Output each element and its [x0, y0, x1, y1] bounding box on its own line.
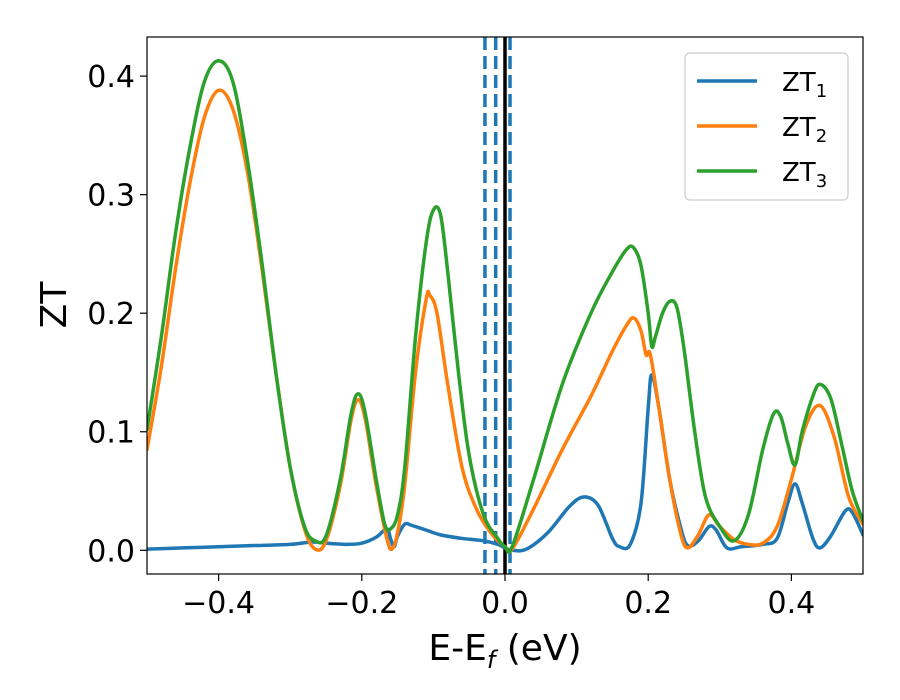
- legend: ZT1 ZT2 ZT3: [684, 52, 849, 201]
- reference-lines: [483, 37, 512, 574]
- x-tick-label: −0.4: [182, 586, 255, 621]
- x-tick-label: 0.0: [481, 586, 529, 621]
- legend-label-zt2: ZT2: [782, 113, 827, 147]
- legend-label-zt3: ZT3: [782, 158, 827, 192]
- y-axis-ticks: 0.0 0.1 0.2 0.3 0.4: [87, 60, 147, 569]
- x-axis-label-unit: (eV): [495, 628, 581, 669]
- y-tick-label: 0.3: [87, 179, 135, 214]
- y-tick-label: 0.0: [87, 534, 135, 569]
- legend-label-zt1: ZT1: [782, 68, 827, 102]
- legend-box: [684, 52, 849, 201]
- y-tick-label: 0.2: [87, 297, 135, 332]
- y-tick-label: 0.4: [87, 60, 135, 95]
- x-tick-label: 0.4: [768, 586, 816, 621]
- series-lines: [147, 58, 863, 554]
- y-tick-label: 0.1: [87, 416, 135, 451]
- x-tick-label: 0.2: [624, 586, 672, 621]
- y-axis-label: ZT: [34, 281, 75, 329]
- x-axis-ticks: −0.4 −0.2 0.0 0.2 0.4: [182, 574, 815, 621]
- x-tick-label: −0.2: [325, 586, 398, 621]
- series-line-zt1: [147, 373, 863, 553]
- x-axis-label: E-Ef (eV): [428, 628, 581, 674]
- series-line-zt3: [147, 58, 863, 554]
